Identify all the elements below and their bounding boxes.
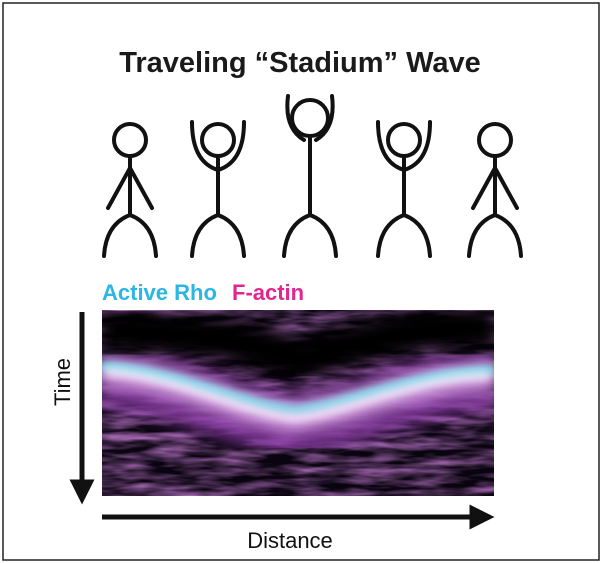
x-axis-label: Distance <box>247 528 333 553</box>
legend-label: Active Rho <box>102 280 217 305</box>
title: Traveling “Stadium” Wave <box>119 47 481 79</box>
kymograph <box>100 310 496 496</box>
page: {"title": "Traveling “Stadium” Wave", "l… <box>0 0 602 563</box>
y-axis-label: Time <box>50 358 75 406</box>
legend-label: F-actin <box>232 280 304 305</box>
figure: Traveling “Stadium” Wave Active Rho F-ac… <box>0 0 602 563</box>
